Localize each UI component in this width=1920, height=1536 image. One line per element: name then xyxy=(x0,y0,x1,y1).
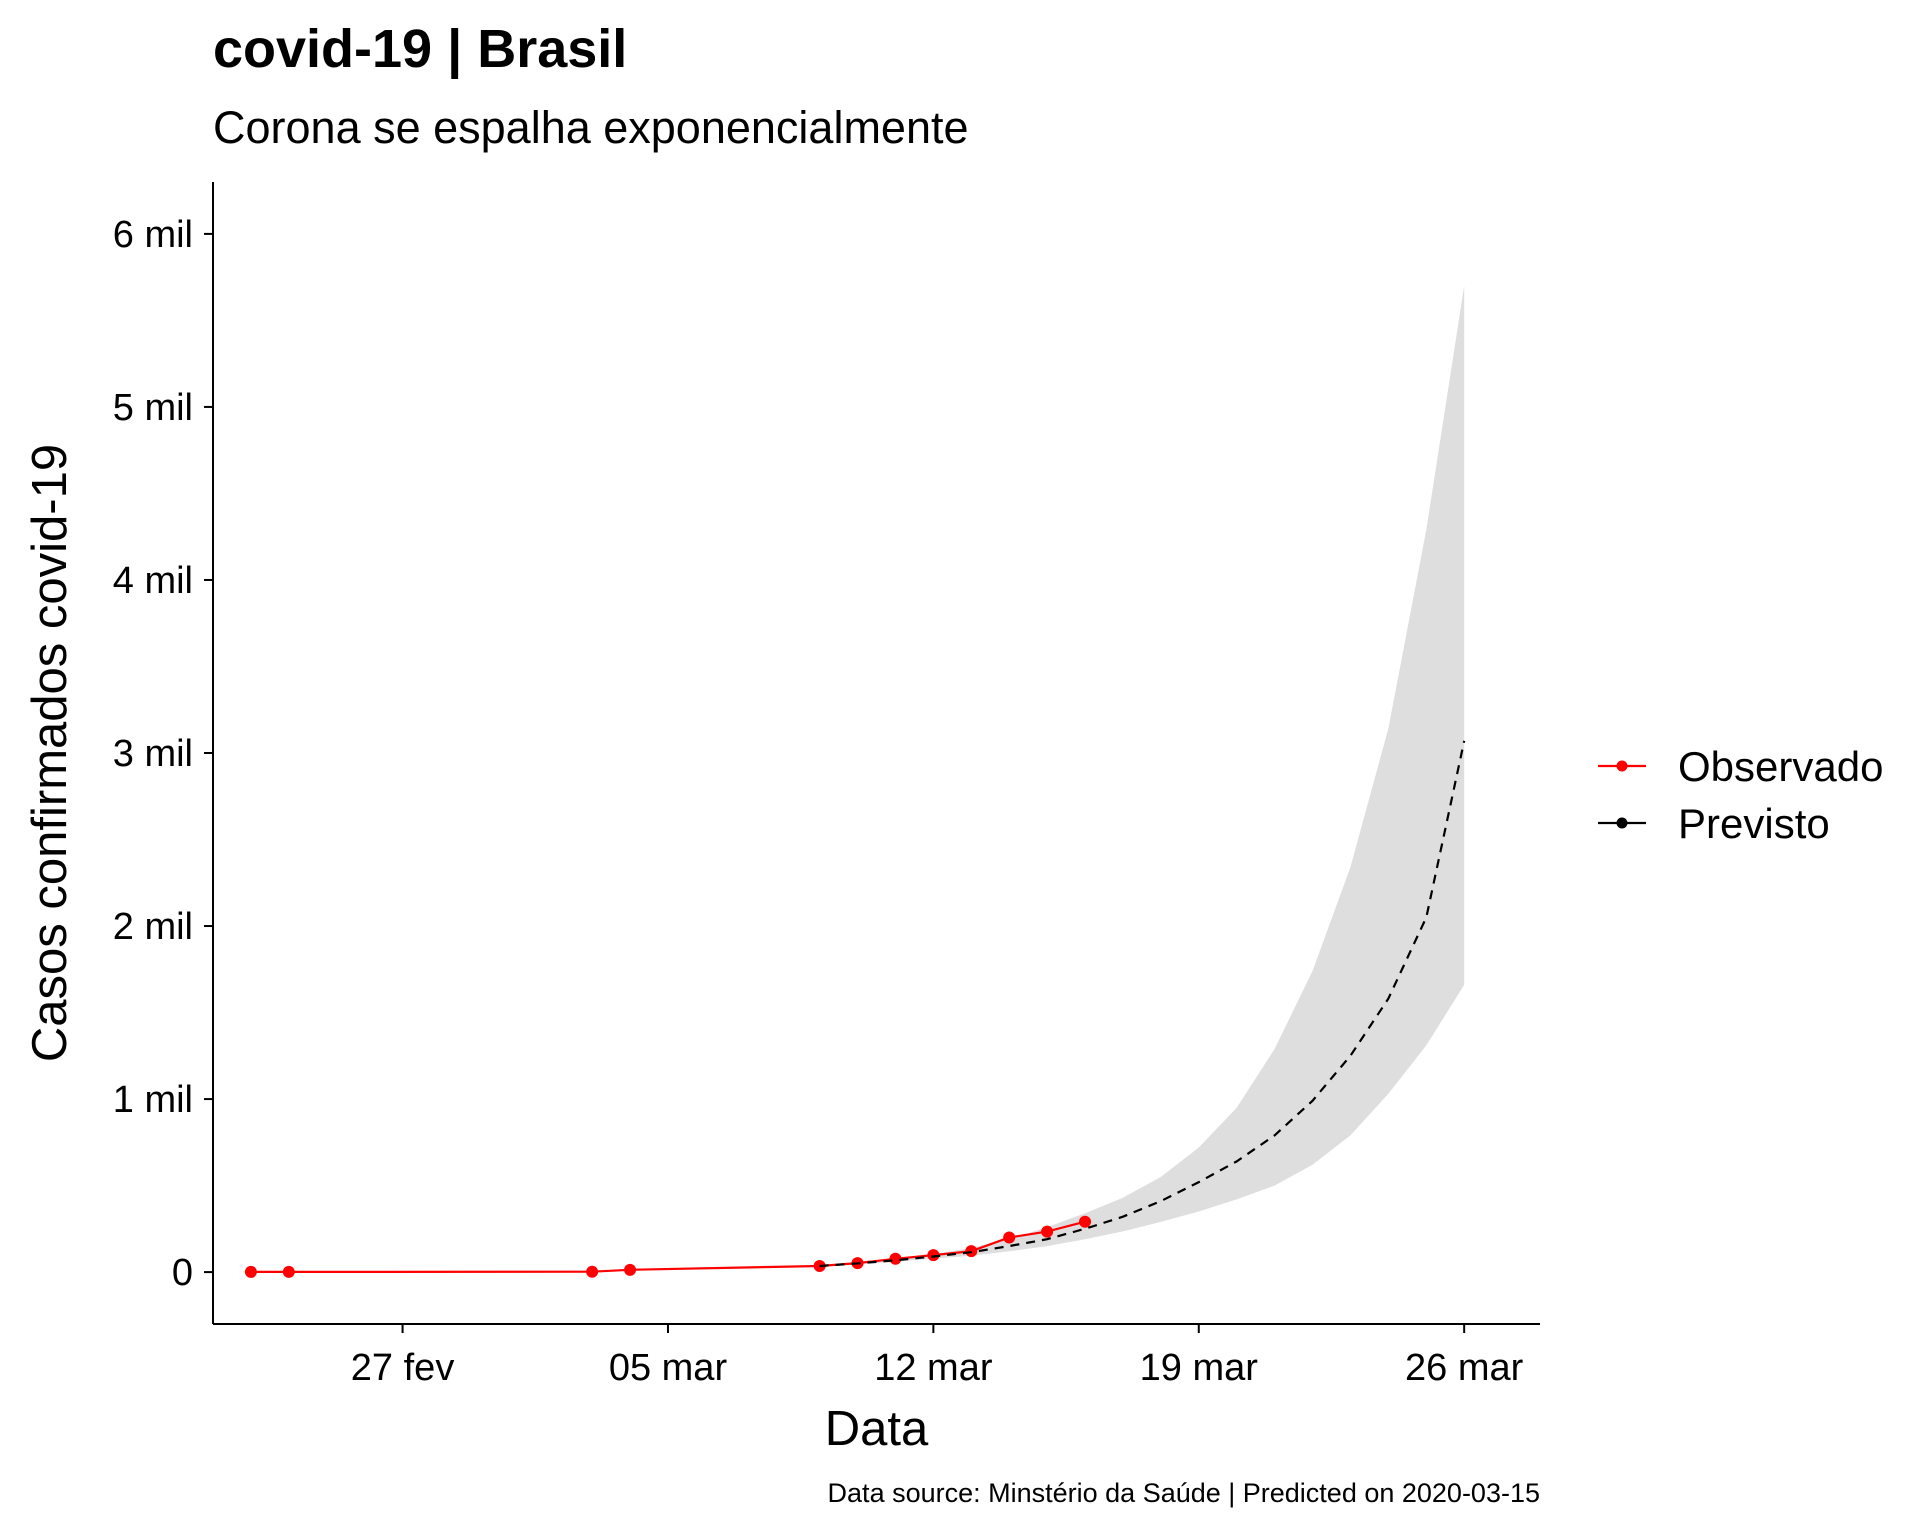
legend-key-dot-previsto xyxy=(1616,817,1628,829)
chart-subtitle: Corona se espalha exponencialmente xyxy=(213,102,969,153)
legend-label-observado: Observado xyxy=(1678,743,1883,790)
series-layer xyxy=(244,740,1466,1278)
x-tick-label: 12 mar xyxy=(874,1347,993,1389)
y-tick-label: 0 xyxy=(172,1252,193,1294)
y-axis-title: Casos confirmados covid-19 xyxy=(23,444,77,1062)
legend: Observado Previsto xyxy=(1598,743,1883,847)
y-tick-label: 3 mil xyxy=(113,733,193,775)
x-tick-label: 27 fev xyxy=(351,1347,455,1389)
chart-title: covid-19 | Brasil xyxy=(213,19,628,79)
x-tick-label: 26 mar xyxy=(1405,1347,1524,1389)
x-tick-label: 05 mar xyxy=(609,1347,728,1389)
data-point-observado-3 xyxy=(624,1263,637,1276)
y-tick-label: 1 mil xyxy=(113,1079,193,1121)
legend-key-dot-observado xyxy=(1616,760,1628,772)
data-point-observado-1 xyxy=(282,1265,295,1278)
y-tick-label: 2 mil xyxy=(113,906,193,948)
y-tick-label: 5 mil xyxy=(113,387,193,429)
legend-label-previsto: Previsto xyxy=(1678,800,1830,847)
series-line-previsto xyxy=(819,740,1466,1268)
confidence-band xyxy=(819,285,1465,1267)
data-point-observado-7 xyxy=(927,1249,940,1262)
data-point-observado-0 xyxy=(244,1265,257,1278)
chart-caption: Data source: Minstério da Saúde | Predic… xyxy=(827,1478,1540,1508)
x-axis-title: Data xyxy=(825,1402,929,1456)
y-tick-label: 4 mil xyxy=(113,560,193,602)
confidence-band-layer xyxy=(819,285,1465,1267)
axis-layer: 0 1 mil 2 mil 3 mil 4 mil 5 mil 6 mil 27 fev 05 … xyxy=(23,182,1540,1456)
x-tick-label: 19 mar xyxy=(1140,1347,1259,1389)
data-point-observado-6 xyxy=(889,1252,902,1265)
data-point-observado-9 xyxy=(1003,1231,1016,1244)
data-point-observado-2 xyxy=(586,1265,599,1278)
y-tick-label: 6 mil xyxy=(113,214,193,256)
data-point-observado-11 xyxy=(1079,1215,1092,1228)
data-point-observado-10 xyxy=(1041,1225,1054,1238)
series-line-observado xyxy=(250,1220,1086,1273)
